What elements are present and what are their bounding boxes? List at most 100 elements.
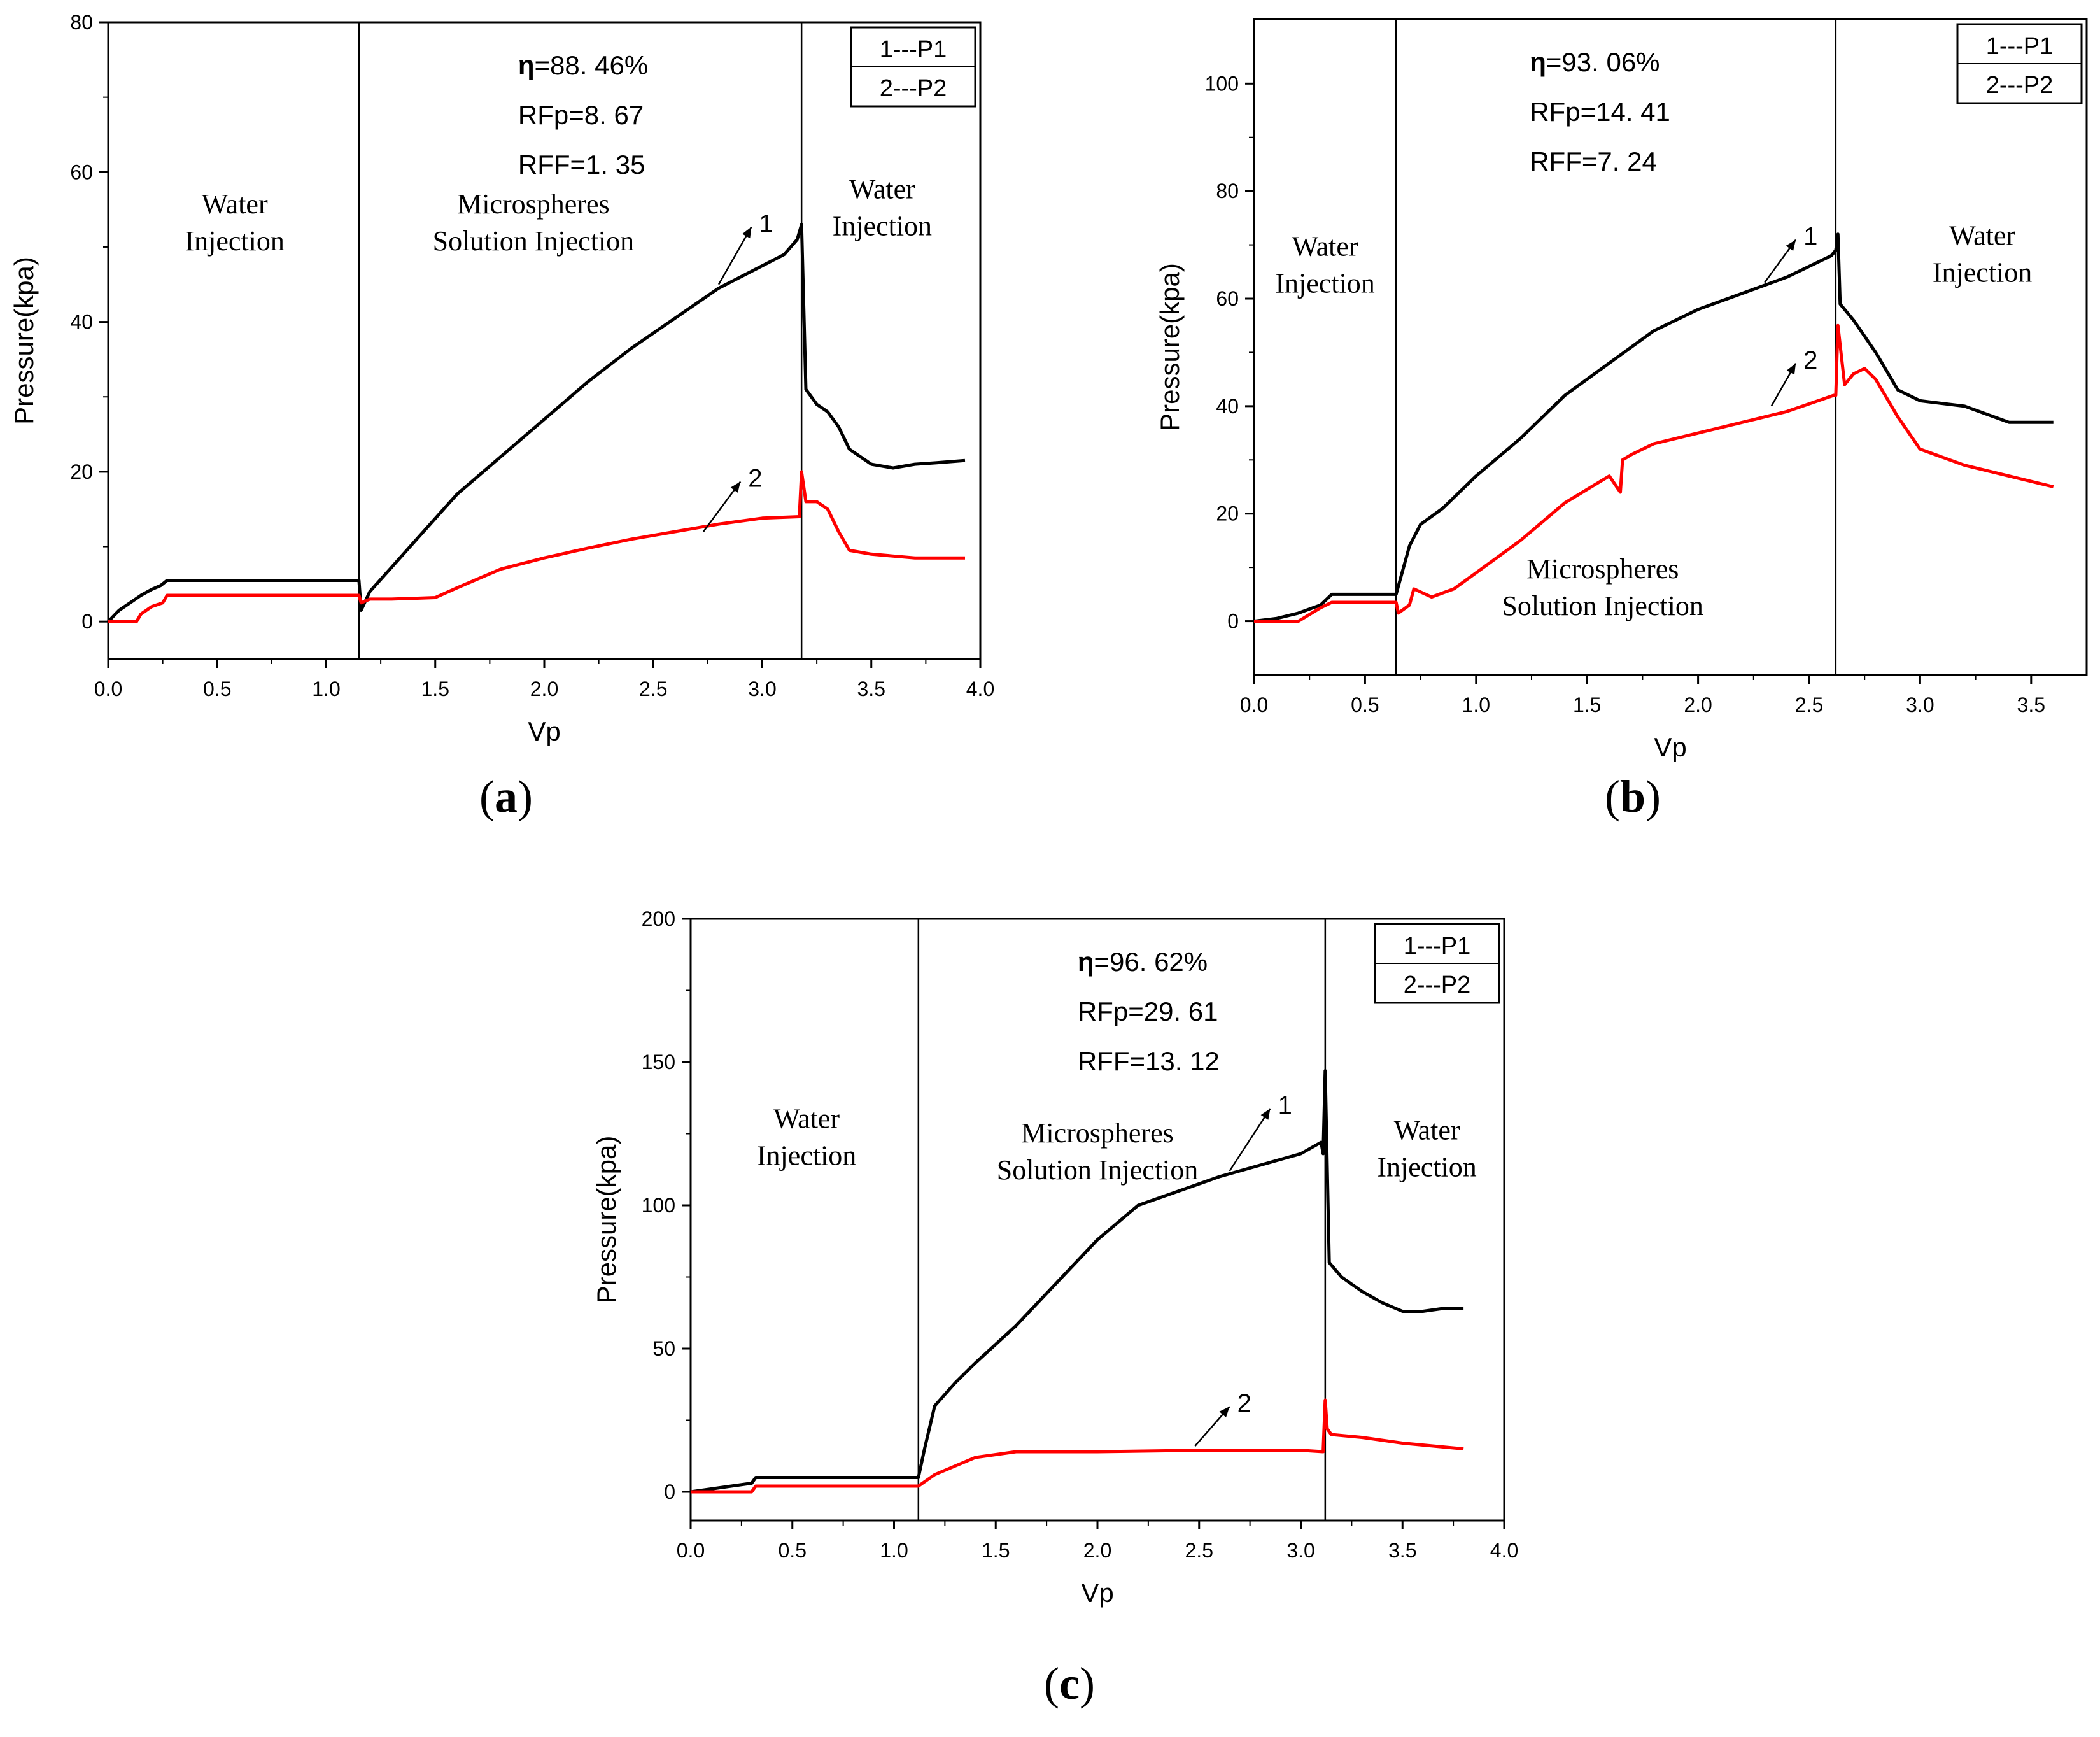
panel-label-close: ) — [1645, 771, 1661, 822]
panel-label-open: ( — [1044, 1658, 1059, 1709]
panel-label-close: ) — [518, 771, 533, 822]
curve-label: 1 — [1278, 1091, 1292, 1119]
x-axis-label: Vp — [528, 716, 560, 746]
y-tick-label: 100 — [1205, 72, 1239, 95]
phase-label-line1: Microspheres — [1526, 553, 1679, 585]
x-tick-label: 1.5 — [421, 677, 449, 700]
stat-line: RFF=1. 35 — [518, 150, 645, 180]
x-tick-label: 0.0 — [1240, 693, 1268, 716]
x-tick-label: 3.5 — [2017, 693, 2045, 716]
series-line-p1 — [1253, 232, 2054, 623]
curve-label-arrow — [717, 226, 752, 285]
stat-line: RFF=7. 24 — [1530, 146, 1657, 176]
phase-label-line1: Microspheres — [1021, 1117, 1174, 1149]
phase-label-line2: Injection — [757, 1140, 856, 1172]
stat-key: RFF — [1078, 1046, 1130, 1076]
x-tick-label: 0.0 — [94, 677, 122, 700]
panel-label-letter: a — [495, 771, 518, 822]
x-tick-label: 0.5 — [1351, 693, 1379, 716]
stat-value: =13. 12 — [1129, 1046, 1219, 1076]
stat-key: RFF — [1530, 146, 1582, 176]
stat-line: η=96. 62% — [1078, 947, 1208, 977]
x-tick-label: 2.0 — [1684, 693, 1712, 716]
series-line-p1 — [107, 223, 966, 623]
stat-value: =93. 06% — [1546, 47, 1660, 77]
stat-line: RFp=8. 67 — [518, 100, 644, 130]
series-line-p2 — [108, 470, 965, 623]
stat-key: η — [1530, 47, 1546, 77]
y-tick-label: 20 — [1216, 502, 1239, 525]
y-axis-label: Pressure(kpa) — [591, 1136, 621, 1304]
curve-label: 2 — [1237, 1389, 1251, 1417]
panel-b: 0.0 0.5 1.0 1.5 2.0 2.5 3.0 3.5 0 20 40 60 80 100 Vp Pr… — [1155, 18, 2088, 822]
stat-value: =14. 41 — [1581, 97, 1670, 127]
stat-line: RFp=14. 41 — [1530, 97, 1670, 127]
x-tick-label: 1.5 — [1573, 693, 1601, 716]
stat-value: =7. 24 — [1582, 146, 1657, 176]
stat-line: RFF=13. 12 — [1078, 1046, 1220, 1076]
series-line-p2 — [691, 1398, 1464, 1494]
panel-a: 0.0 0.5 1.0 1.5 2.0 2.5 3.0 3.5 4.0 0 20 40 60 80 Vp Pr… — [9, 11, 994, 822]
stat-key: RFp — [1078, 996, 1128, 1026]
y-tick-label: 20 — [70, 460, 93, 483]
x-tick-label: 2.5 — [639, 677, 667, 700]
x-axis-label: Vp — [1081, 1578, 1113, 1608]
stat-line: η=93. 06% — [1530, 47, 1660, 77]
phase-label-line2: Injection — [1377, 1152, 1476, 1183]
y-tick-label: 0 — [664, 1480, 675, 1503]
phase-label-line1: Water — [773, 1103, 840, 1135]
x-tick-label: 4.0 — [966, 677, 994, 700]
x-tick-label: 1.0 — [312, 677, 340, 700]
y-tick-label: 0 — [1227, 610, 1239, 633]
curve-label-arrow — [1229, 1108, 1271, 1172]
y-tick-label: 40 — [1216, 395, 1239, 418]
x-tick-label: 4.0 — [1490, 1539, 1518, 1562]
stat-key: RFp — [1530, 97, 1580, 127]
y-tick-label: 200 — [642, 907, 675, 930]
x-tick-label: 3.0 — [748, 677, 776, 700]
panel-label-letter: c — [1059, 1658, 1080, 1709]
phase-label-line2: Injection — [185, 225, 284, 257]
stat-key: η — [518, 50, 535, 80]
phase-label-line2: Solution Injection — [433, 225, 635, 257]
arrowhead — [1260, 1109, 1271, 1120]
phase-label-line1: Water — [1394, 1115, 1460, 1146]
legend-entry: 2---P2 — [880, 75, 947, 102]
y-tick-label: 60 — [1216, 287, 1239, 310]
x-tick-label: 3.0 — [1906, 693, 1934, 716]
stat-line: RFp=29. 61 — [1078, 996, 1218, 1026]
stat-key: RFp — [518, 100, 568, 130]
x-tick-label: 1.0 — [880, 1539, 908, 1562]
phase-label-line1: Water — [202, 188, 268, 220]
x-axis-label: Vp — [1654, 732, 1686, 762]
y-tick-label: 0 — [81, 610, 93, 633]
legend-entry: 2---P2 — [1986, 72, 2054, 99]
arrowhead — [1219, 1407, 1230, 1418]
x-tick-label: 3.0 — [1286, 1539, 1314, 1562]
legend-entry: 2---P2 — [1404, 972, 1471, 998]
x-tick-label: 2.5 — [1185, 1539, 1213, 1562]
plot-frame — [1253, 18, 2088, 676]
y-tick-label: 80 — [1216, 180, 1239, 202]
stat-value: =29. 61 — [1128, 996, 1218, 1026]
arrowhead — [742, 227, 752, 239]
series-line-p1 — [690, 1069, 1464, 1494]
y-axis-label: Pressure(kpa) — [1155, 263, 1185, 431]
curve-label: 1 — [1803, 223, 1817, 251]
stat-value: =88. 46% — [535, 50, 649, 80]
curve-label: 1 — [759, 209, 773, 238]
x-tick-label: 0.5 — [203, 677, 231, 700]
y-tick-label: 150 — [642, 1051, 675, 1074]
stat-value: =96. 62% — [1094, 947, 1208, 977]
x-tick-label: 0.5 — [779, 1539, 807, 1562]
x-tick-label: 2.5 — [1795, 693, 1823, 716]
y-tick-label: 100 — [642, 1194, 675, 1217]
y-tick-label: 80 — [70, 11, 93, 34]
x-tick-label: 3.5 — [857, 677, 885, 700]
phase-label-line2: Injection — [1275, 267, 1374, 299]
curve-label: 2 — [1803, 346, 1817, 374]
phase-label-line1: Water — [1292, 230, 1358, 262]
phase-label-line2: Injection — [833, 210, 932, 241]
stat-key: η — [1078, 947, 1094, 977]
